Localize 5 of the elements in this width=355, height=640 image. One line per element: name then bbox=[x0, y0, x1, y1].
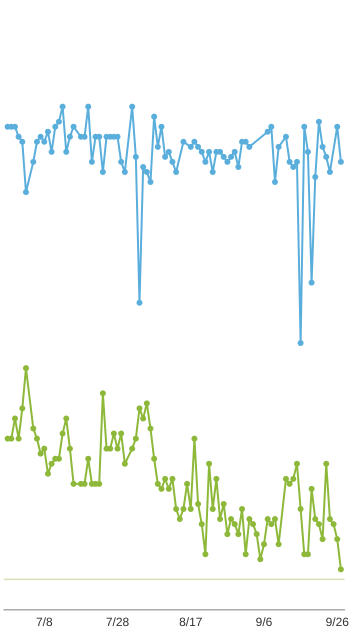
x-tick-label: 7/28 bbox=[106, 615, 130, 630]
x-tick-label: 7/8 bbox=[36, 615, 53, 630]
x-tick-label: 9/26 bbox=[326, 615, 350, 630]
x-tick-label: 8/17 bbox=[179, 615, 203, 630]
x-tick-label: 9/6 bbox=[256, 615, 273, 630]
